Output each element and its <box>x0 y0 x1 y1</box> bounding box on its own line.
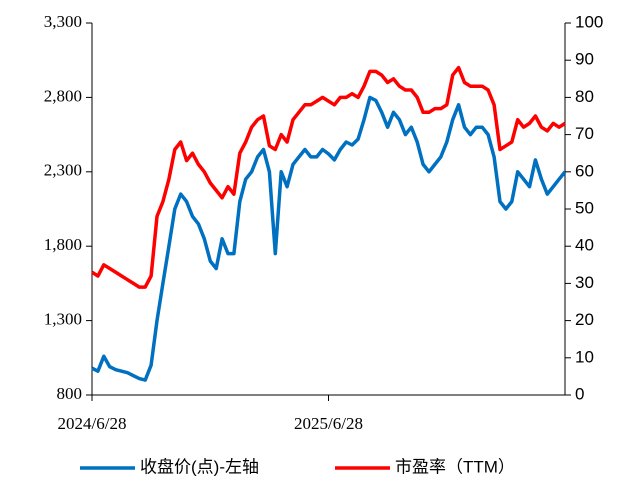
legend-label: 市盈率（TTM） <box>395 457 515 476</box>
y2-tick-label: 40 <box>575 236 594 255</box>
y2-tick-label: 10 <box>575 347 594 366</box>
x-tick-label: 2025/6/28 <box>294 414 363 433</box>
x-tick-label: 2024/6/28 <box>58 414 127 433</box>
y2-tick-label: 0 <box>575 384 584 403</box>
y2-tick-label: 70 <box>575 124 594 143</box>
y2-tick-label: 30 <box>575 273 594 292</box>
series-line <box>91 95 567 382</box>
y2-tick-label: 80 <box>575 87 594 106</box>
y-tick-label: 800 <box>57 384 83 403</box>
legend-label: 收盘价(点)-左轴 <box>140 457 259 476</box>
y-tick-label: 3,300 <box>44 12 82 31</box>
y-tick-label: 2,800 <box>44 86 82 105</box>
y2-tick-label: 20 <box>575 310 594 329</box>
series-line <box>91 65 566 289</box>
y2-tick-label: 60 <box>575 161 594 180</box>
y-tick-label: 1,300 <box>44 310 82 329</box>
y-tick-label: 2,300 <box>44 161 82 180</box>
y2-tick-label: 90 <box>575 50 594 69</box>
y2-tick-label: 100 <box>575 12 603 31</box>
y2-tick-label: 50 <box>575 198 594 217</box>
y-tick-label: 1,800 <box>44 235 82 254</box>
